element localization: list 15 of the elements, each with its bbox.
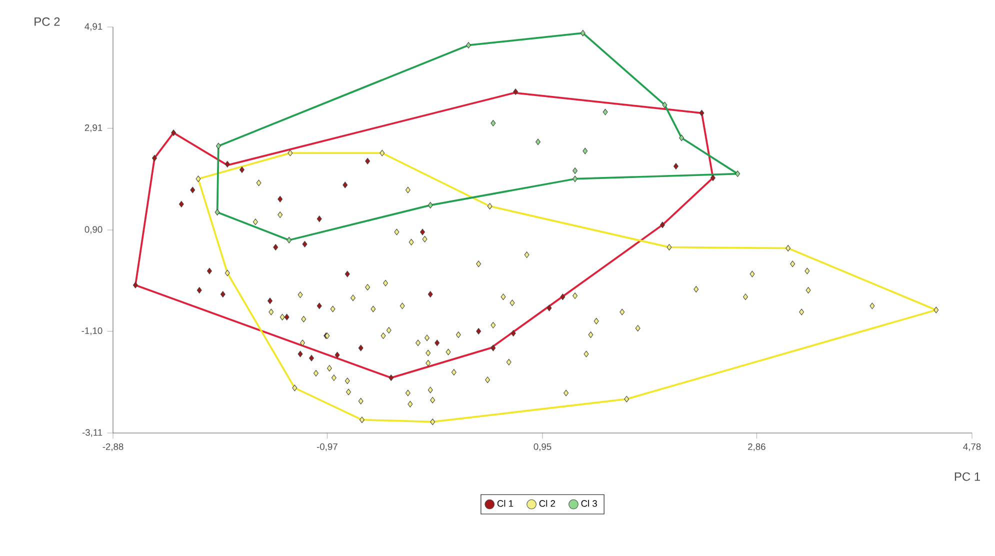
y-axis-title: PC 2 xyxy=(34,17,60,26)
x-tick-label: 4,78 xyxy=(963,443,981,452)
x-tick-label: -0,97 xyxy=(316,443,338,452)
y-tick-label: 2,91 xyxy=(84,124,102,132)
legend-label: Cl 2 xyxy=(539,500,555,507)
x-axis-title: PC 1 xyxy=(954,472,980,481)
y-tick-label: -1,10 xyxy=(82,327,102,336)
y-tick-label: 0,90 xyxy=(84,226,102,234)
legend-label: Cl 1 xyxy=(497,500,514,507)
legend-label: Cl 3 xyxy=(581,500,597,507)
x-tick-label: 2,86 xyxy=(748,443,766,452)
x-tick-label: -2,88 xyxy=(102,443,124,452)
x-tick-label: 0,95 xyxy=(534,443,552,452)
y-tick-label: 4,91 xyxy=(84,23,102,31)
y-tick-label: -3,11 xyxy=(82,429,102,437)
